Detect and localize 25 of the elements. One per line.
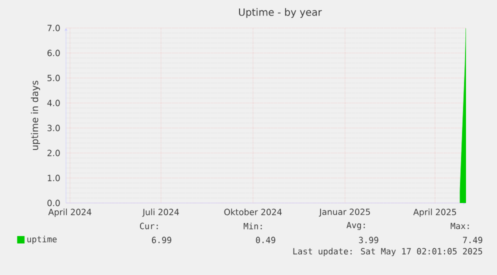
y-tick-label: 6.0 bbox=[48, 50, 60, 56]
y-tick-label: 1.0 bbox=[48, 174, 60, 182]
x-tick-label: Oktober 2024 bbox=[224, 208, 282, 216]
text: Avg: bbox=[346, 222, 365, 230]
y-tick-label: 0.0 bbox=[47, 200, 60, 206]
text: Cur: bbox=[140, 222, 158, 230]
x-tick-label: April 2025 bbox=[413, 208, 456, 217]
legend-label: uptime bbox=[27, 236, 57, 244]
y-axis-title: uptime in days bbox=[30, 80, 40, 150]
y-tick-label: 2.0 bbox=[48, 150, 60, 156]
text: 3.99 bbox=[358, 236, 378, 244]
y-tick-label: 7.0 bbox=[48, 24, 60, 32]
chart-title: Uptime - by year bbox=[239, 8, 322, 18]
x-tick-label: Juli 2024 bbox=[142, 208, 179, 217]
text: 6.99 bbox=[152, 236, 172, 244]
text: 0.49 bbox=[256, 236, 276, 244]
text: Max: bbox=[450, 222, 469, 230]
x-tick-label: April 2024 bbox=[48, 208, 92, 217]
y-tick-label: 4.0 bbox=[47, 100, 60, 106]
text: Min: bbox=[244, 222, 262, 230]
text: Last update: Sat May 17 02:01:05 2025 bbox=[293, 248, 482, 256]
y-tick-label: 3.0 bbox=[48, 124, 60, 132]
x-tick-label: Januar 2025 bbox=[318, 208, 370, 217]
text: 7.49 bbox=[462, 236, 482, 244]
y-tick-label: 5.0 bbox=[48, 74, 60, 82]
